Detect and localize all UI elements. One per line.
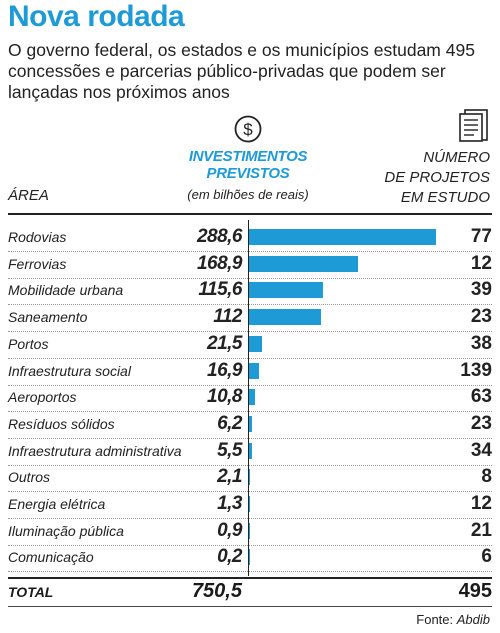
chart-row: Energia elétrica 1,3 12 [8,491,492,519]
total-label: TOTAL [8,584,54,600]
chart-row: Portos 21,5 38 [8,331,492,359]
row-area-label: Comunicação [8,549,94,566]
dollar-circle-icon: $ [234,115,262,143]
row-invest-value: 2,1 [217,466,242,488]
total-value: 750,5 [191,580,242,602]
invest-bar [248,549,250,566]
row-projects-count: 8 [481,466,492,488]
invest-bar [248,389,256,406]
invest-column-header: INVESTIMENTOS PREVISTOS [178,148,318,182]
invest-bar [248,415,253,432]
row-projects-count: 139 [460,359,492,381]
row-invest-value: 10,8 [207,386,242,408]
row-projects-count: 6 [481,546,492,568]
projects-header-line2: DE PROJETOS [384,169,490,186]
row-area-label: Rodovias [8,229,67,245]
invest-unit-label: (em bilhões de reais) [187,187,309,202]
invest-header-line2: PREVISTOS [206,165,290,182]
invest-bar [248,522,250,539]
row-area-label: Portos [8,335,49,352]
total-projects: 495 [458,580,492,602]
source-prefix: Fonte: [416,612,457,627]
row-area-label: Aeroportos [8,389,77,406]
row-invest-value: 5,5 [217,439,242,461]
page-subtitle: O governo federal, os estados e os munic… [8,40,475,102]
projects-column-header: NÚMERO DE PROJETOS EM ESTUDO [380,148,490,208]
row-invest-value: 16,9 [207,359,242,381]
row-invest-value: 288,6 [196,226,243,247]
projects-header-line3: EM ESTUDO [400,189,490,206]
invest-header-line1: INVESTIMENTOS [188,148,308,165]
chart-row: Outros 2,1 8 [8,464,492,493]
row-projects-count: 38 [470,332,492,354]
svg-text:$: $ [243,120,253,139]
header-divider [8,213,492,215]
invest-bar [248,362,259,379]
row-area-label: Mobilidade urbana [8,282,124,299]
chart-row: Resíduos sólidos 6,2 23 [8,411,492,439]
row-invest-value: 168,9 [196,252,243,274]
row-projects-count: 23 [470,306,492,328]
row-invest-value: 0,9 [217,519,242,541]
row-area-label: Iluminação pública [8,522,124,539]
invest-bar [248,282,324,299]
chart-row: Rodovias 288,6 77 [8,224,492,252]
source-note: Fonte: Abdib [416,612,490,627]
row-projects-count: 21 [470,519,492,541]
row-invest-value: 21,5 [207,332,242,354]
row-invest-value: 1,3 [217,493,242,514]
source-name: Abdib [456,612,490,627]
row-invest-value: 112 [213,306,242,328]
chart-row: Aeroportos 10,8 63 [8,384,492,413]
invest-bar [248,229,436,245]
row-area-label: Infraestrutura administrativa [8,442,182,459]
row-area-label: Resíduos sólidos [8,415,115,432]
chart-row: Mobilidade urbana 115,6 39 [8,277,492,306]
chart-row: Ferrovias 168,9 12 [8,251,492,279]
row-projects-count: 12 [470,493,492,514]
row-projects-count: 63 [470,386,492,408]
chart-row: Iluminação pública 0,9 21 [8,518,492,546]
row-area-label: Energia elétrica [8,496,106,512]
projects-header-line1: NÚMERO [423,149,490,166]
invest-bar [248,335,262,352]
row-projects-count: 23 [470,412,492,434]
row-area-label: Ferrovias [8,255,67,272]
row-area-label: Infraestrutura social [8,362,131,379]
chart-row: Infraestrutura social 16,9 139 [8,358,492,386]
bar-axis-line [248,220,249,576]
total-row: TOTAL 750,5 495 [8,580,492,606]
invest-bar [248,255,359,272]
row-area-label: Saneamento [8,309,88,326]
row-projects-count: 39 [470,279,492,301]
chart-row: Saneamento 112 23 [8,304,492,333]
invest-bar [248,496,250,512]
chart-row: Infraestrutura administrativa 5,5 34 [8,438,492,466]
row-invest-value: 6,2 [217,412,242,434]
page-title: Nova rodada [8,0,185,33]
total-divider [8,577,492,579]
row-projects-count: 12 [470,252,492,274]
row-area-label: Outros [8,469,51,486]
area-column-header: ÁREA [8,187,49,204]
document-list-icon [459,109,488,142]
invest-bar [248,469,250,486]
row-projects-count: 77 [470,226,492,247]
row-projects-count: 34 [470,439,492,461]
invest-bar [248,309,321,326]
total-bottom-rule [8,606,492,607]
chart-row: Comunicação 0,2 6 [8,544,492,573]
row-invest-value: 115,6 [198,279,242,301]
invest-bar [248,442,252,459]
row-invest-value: 0,2 [217,546,242,568]
